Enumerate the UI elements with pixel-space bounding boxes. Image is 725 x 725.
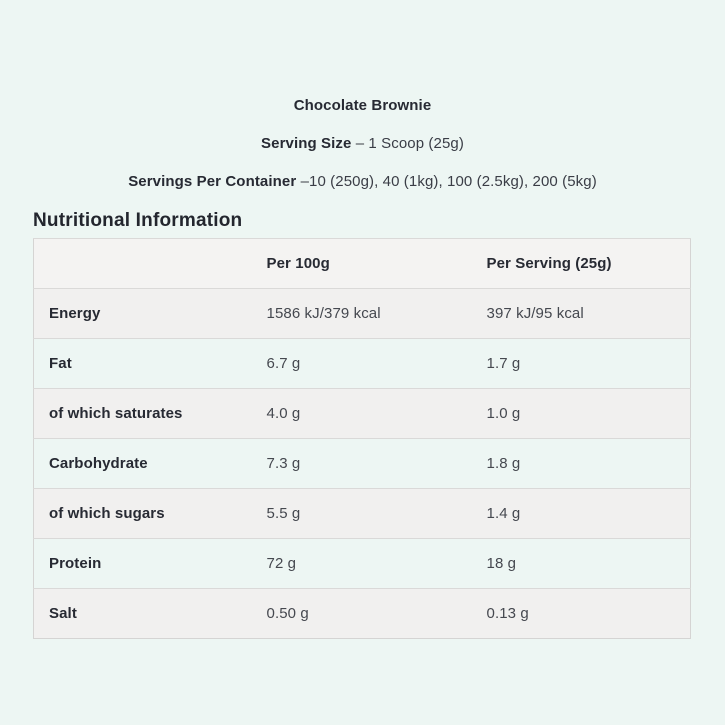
section-title: Nutritional Information [33, 210, 243, 231]
row-value-per-serving: 18 g [471, 538, 691, 589]
row-label: Energy [33, 288, 252, 339]
row-value-per-serving: 397 kJ/95 kcal [471, 288, 691, 339]
servings-per-container-value: –10 (250g), 40 (1kg), 100 (2.5kg), 200 (… [300, 173, 597, 190]
table-row-saturates: of which saturates 4.0 g 1.0 g [33, 388, 691, 439]
row-label: Protein [33, 538, 252, 589]
row-value-per-100g: 1586 kJ/379 kcal [251, 288, 472, 339]
table-row-fat: Fat 6.7 g 1.7 g [33, 338, 691, 389]
row-label: Carbohydrate [33, 438, 252, 489]
servings-per-container-label: Servings Per Container [128, 173, 297, 190]
row-value-per-100g: 0.50 g [251, 588, 472, 639]
table-row-energy: Energy 1586 kJ/379 kcal 397 kJ/95 kcal [33, 288, 691, 339]
row-label: of which saturates [33, 388, 252, 439]
row-value-per-serving: 0.13 g [471, 588, 691, 639]
row-label: Fat [33, 338, 252, 389]
column-header-nutrient [33, 238, 252, 289]
row-value-per-serving: 1.8 g [471, 438, 691, 489]
row-value-per-100g: 6.7 g [251, 338, 472, 389]
row-value-per-100g: 5.5 g [251, 488, 472, 539]
table-row-salt: Salt 0.50 g 0.13 g [33, 588, 691, 639]
column-header-per-serving: Per Serving (25g) [471, 238, 691, 289]
row-value-per-100g: 72 g [251, 538, 472, 589]
table-row-sugars: of which sugars 5.5 g 1.4 g [33, 488, 691, 539]
row-label: Salt [33, 588, 252, 639]
product-title: Chocolate Brownie [293, 97, 432, 114]
table-header-row: Per 100g Per Serving (25g) [33, 238, 691, 289]
row-value-per-serving: 1.0 g [471, 388, 691, 439]
row-value-per-serving: 1.7 g [471, 338, 691, 389]
row-value-per-serving: 1.4 g [471, 488, 691, 539]
table-row-carbohydrate: Carbohydrate 7.3 g 1.8 g [33, 438, 691, 489]
serving-size-label: Serving Size [261, 135, 352, 152]
row-value-per-100g: 7.3 g [251, 438, 472, 489]
row-label: of which sugars [33, 488, 252, 539]
nutrition-page: Chocolate Brownie Serving Size – 1 Scoop… [0, 97, 725, 639]
servings-per-container-line: Servings Per Container –10 (250g), 40 (1… [0, 173, 725, 191]
table-row-protein: Protein 72 g 18 g [33, 538, 691, 589]
row-value-per-100g: 4.0 g [251, 388, 472, 439]
serving-size-value: – 1 Scoop (25g) [355, 135, 464, 152]
serving-size-line: Serving Size – 1 Scoop (25g) [0, 135, 725, 153]
nutrition-table: Per 100g Per Serving (25g) Energy 1586 k… [33, 238, 691, 639]
column-header-per-100g: Per 100g [251, 238, 472, 289]
